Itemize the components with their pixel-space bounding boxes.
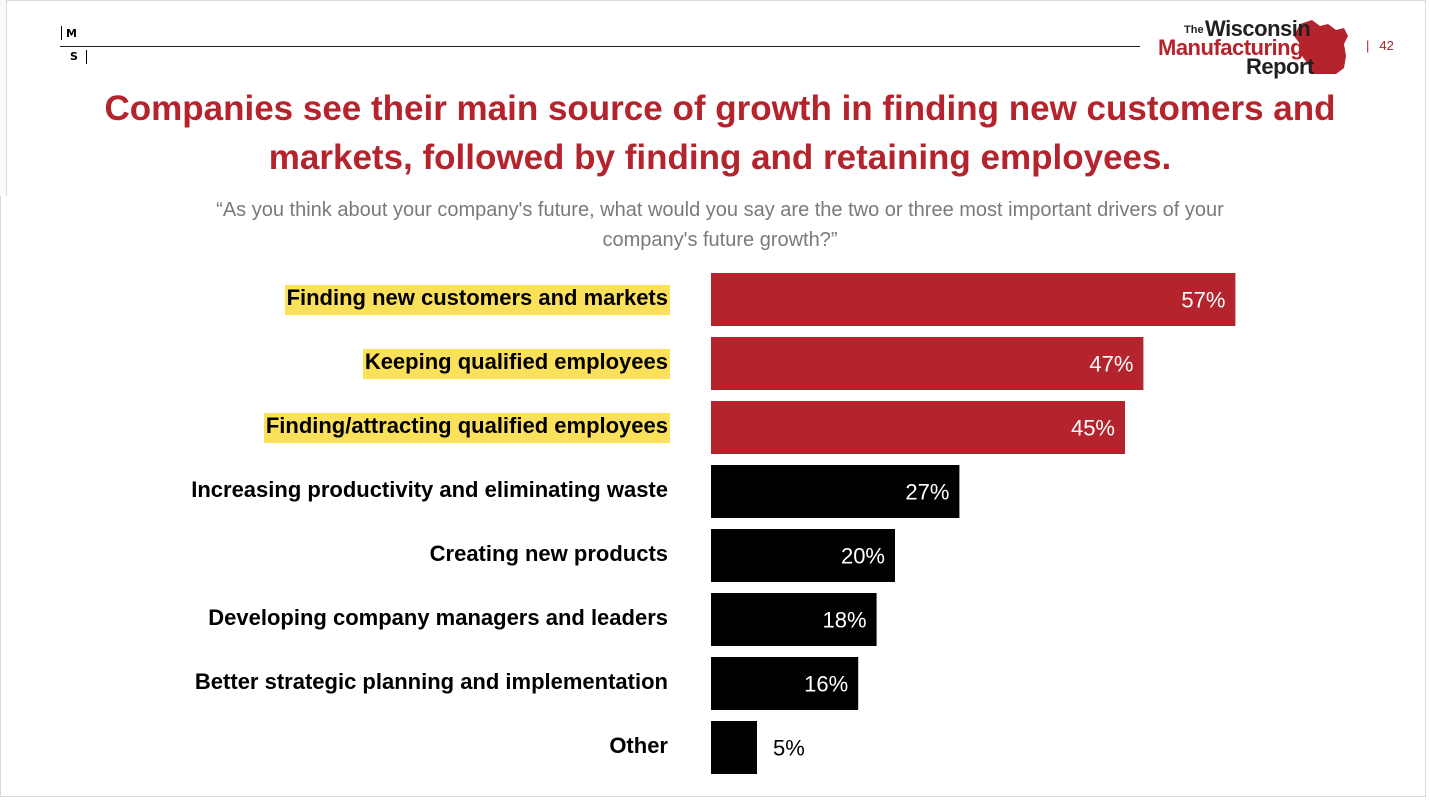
page-number: | 42	[1366, 38, 1394, 53]
value-label-2: 45%	[1071, 416, 1115, 441]
brand-report: Report	[1246, 54, 1314, 79]
logo-letter-s: S	[70, 50, 78, 63]
brand-manufacturing: Manufacturing	[1158, 35, 1304, 60]
value-label-0: 57%	[1181, 288, 1225, 313]
logo-bar-bottom	[86, 50, 87, 64]
value-label-4: 20%	[841, 544, 885, 569]
bar-6	[711, 657, 859, 710]
brand-the: The	[1184, 24, 1204, 36]
bar-0	[711, 273, 1236, 326]
category-label-5: Developing company managers and leaders	[208, 604, 668, 630]
brand-logo: The Wisconsin Manufacturing Report	[1150, 14, 1355, 79]
logo-bar-top	[61, 26, 62, 40]
ms-logo: M S	[58, 26, 98, 66]
category-label-6: Better strategic planning and implementa…	[194, 668, 668, 694]
value-label-7: 5%	[773, 736, 805, 761]
page-separator: |	[1366, 38, 1370, 53]
category-label-3: Increasing productivity and eliminating …	[191, 476, 668, 502]
value-label-6: 16%	[804, 672, 848, 697]
category-label-1: Keeping qualified employees	[362, 348, 670, 379]
chart-title: Companies see their main source of growt…	[104, 89, 1336, 177]
value-label-3: 27%	[905, 480, 949, 505]
category-label-7: Other	[609, 732, 668, 758]
header-rule	[60, 46, 1140, 47]
category-label-0: Finding new customers and markets	[284, 284, 670, 315]
bar-4	[711, 529, 895, 582]
value-label-5: 18%	[823, 608, 867, 633]
logo-letter-m: M	[66, 27, 77, 40]
bar-1	[711, 337, 1144, 390]
bar-5	[711, 593, 877, 646]
brand-wisconsin: Wisconsin	[1205, 16, 1311, 41]
chart-subtitle: “As you think about your company's futur…	[216, 199, 1224, 251]
page-number-value: 42	[1379, 38, 1394, 53]
left-edge-panel	[0, 0, 7, 196]
wisconsin-state-icon	[1294, 20, 1348, 74]
value-label-1: 47%	[1089, 352, 1133, 377]
bar-2	[711, 401, 1125, 454]
bar-3	[711, 465, 960, 518]
category-label-2: Finding/attracting qualified employees	[263, 412, 670, 443]
category-label-4: Creating new products	[429, 540, 668, 566]
bar-7	[711, 721, 757, 774]
